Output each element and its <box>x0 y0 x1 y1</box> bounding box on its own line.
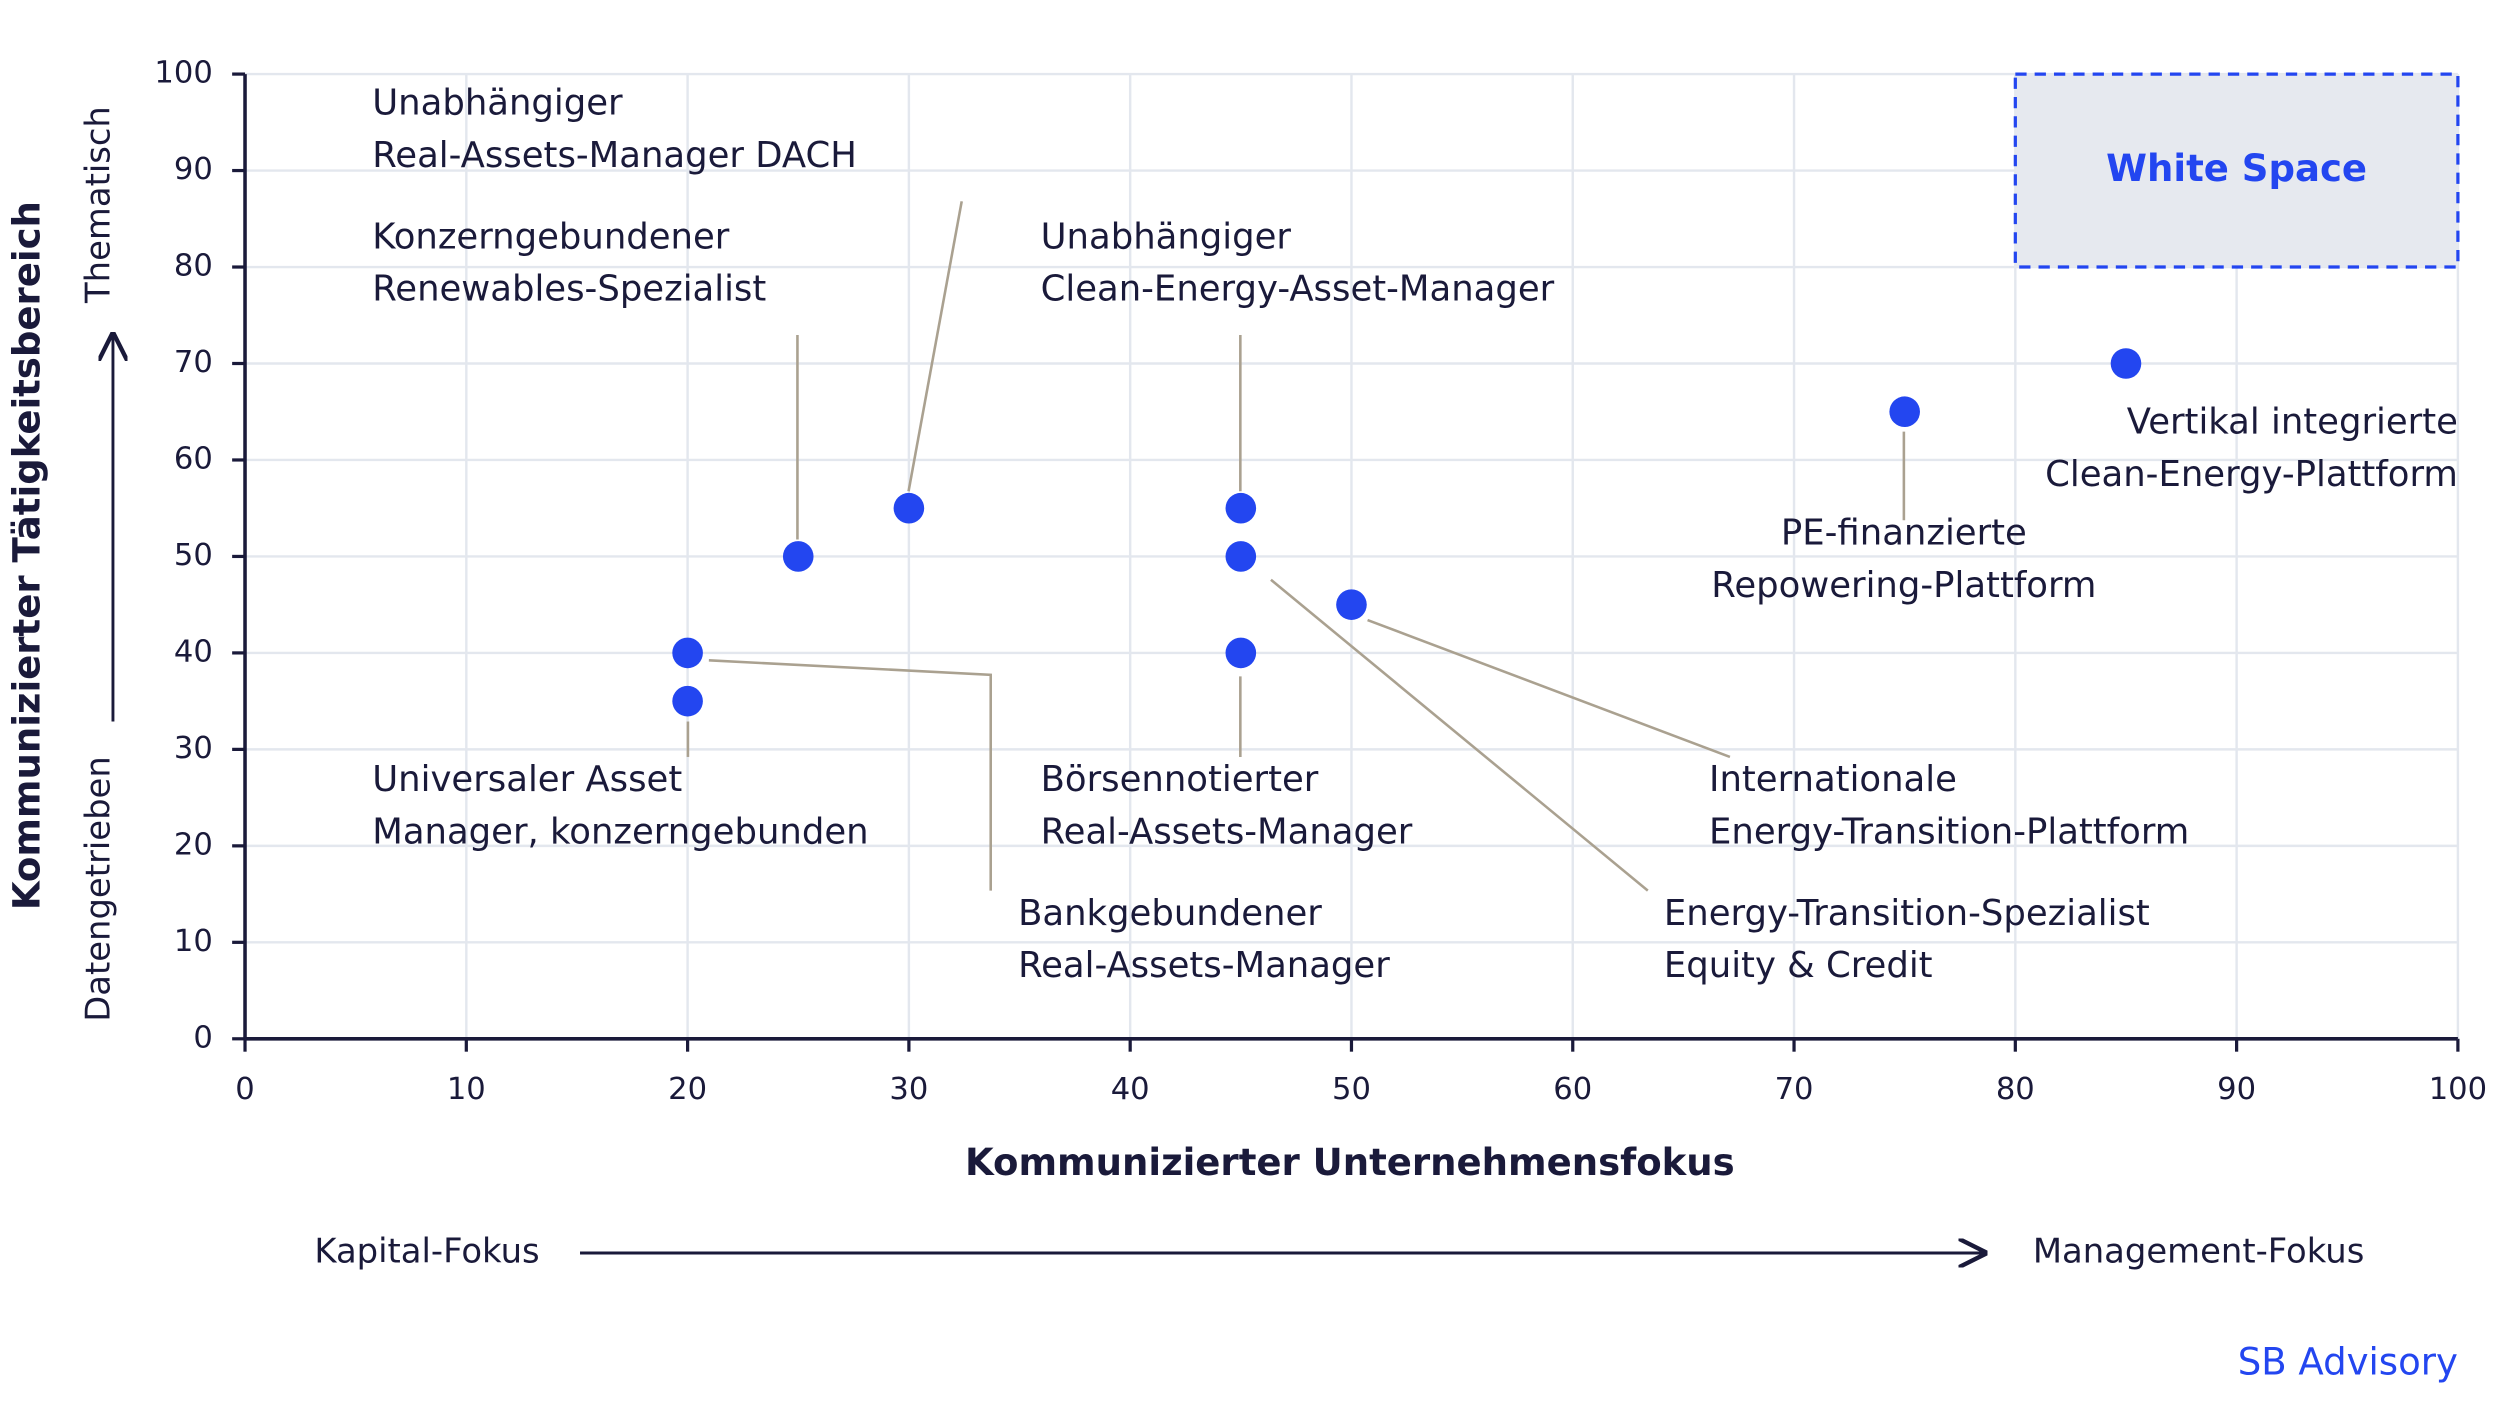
leader-line <box>1367 618 1731 759</box>
x-tick-label: 10 <box>447 1072 486 1107</box>
point <box>672 685 703 717</box>
y-tick-label: 60 <box>174 441 213 476</box>
leader-line <box>907 201 963 492</box>
leader-line <box>708 659 992 891</box>
point-label: Real-Assets-Manager <box>1018 945 1390 986</box>
x-tick-label: 30 <box>889 1072 928 1107</box>
x-tick-label: 70 <box>1775 1072 1814 1107</box>
point <box>1336 589 1367 620</box>
point-label: Repowering-Plattform <box>1711 565 2096 606</box>
point-label: Internationale <box>1709 759 1957 800</box>
y-tick-label: 80 <box>174 249 213 284</box>
x-tick-label: 50 <box>1332 1072 1371 1107</box>
x-tick-label: 0 <box>235 1072 254 1107</box>
x-tick-label: 80 <box>1996 1072 2035 1107</box>
y-tick-label: 100 <box>154 56 212 91</box>
point-label: Unabhängiger <box>372 83 623 124</box>
x-tick-label: 100 <box>2429 1072 2487 1107</box>
point-label: Clean-Energy-Plattform <box>2045 454 2458 495</box>
x-tick-label: 40 <box>1111 1072 1150 1107</box>
source: SB Advisory <box>2238 1341 2458 1384</box>
point <box>1225 541 1257 572</box>
point <box>1225 637 1257 669</box>
point-label: Real-Assets-Manager <box>1041 811 1413 852</box>
y-tick-label: 20 <box>174 827 213 862</box>
white-space-region <box>2013 72 2460 269</box>
region-label: White Space <box>2106 147 2367 190</box>
point-label: Equity & Credit <box>1664 945 1933 986</box>
point-label: PE-finanzierte <box>1781 513 2027 554</box>
y-tick-label: 30 <box>174 731 213 766</box>
point-label: Energy-Transition-Plattform <box>1709 811 2189 852</box>
y-high-label: Thematisch <box>79 106 118 304</box>
x-tick-label: 20 <box>668 1072 707 1107</box>
y-axis-title: Kommunizierter Tätigkeitsbereich <box>6 201 49 910</box>
y-tick-label: 40 <box>174 634 213 669</box>
x-low-label: Kapital-Fokus <box>314 1231 539 1270</box>
point-label: Energy-Transition-Spezialist <box>1664 893 2150 934</box>
x-tick-label: 90 <box>2217 1072 2256 1107</box>
point-label: Bankgebundener <box>1018 893 1322 934</box>
y-tick-label: 0 <box>193 1020 212 1055</box>
x-tick-label: 60 <box>1553 1072 1592 1107</box>
x-axis-title: Kommunizierter Unternehmensfokus <box>965 1141 1735 1184</box>
point <box>1225 492 1257 524</box>
point <box>672 637 703 669</box>
point-label: Universaler Asset <box>372 759 682 800</box>
y-tick-label: 10 <box>174 924 213 959</box>
point <box>2110 348 2142 379</box>
point <box>1889 396 1920 428</box>
point-label: Real-Assets-Manager DACH <box>372 135 857 176</box>
y-low-label: Datengetrieben <box>79 756 118 1022</box>
point-label: Clean-Energy-Asset-Manager <box>1041 269 1555 310</box>
point-label: Manager, konzerngebunden <box>372 811 868 852</box>
y-tick-label: 70 <box>174 345 213 380</box>
point <box>893 492 925 524</box>
point <box>782 541 814 572</box>
y-tick-label: 50 <box>174 538 213 573</box>
point-label: Renewables-Spezialist <box>372 269 766 310</box>
point-label: Unabhängiger <box>1041 216 1292 257</box>
point-label: Vertikal integrierte <box>2127 402 2458 443</box>
point-label: Konzerngebundener <box>372 216 730 257</box>
x-high-label: Management-Fokus <box>2033 1231 2364 1270</box>
leader-line <box>1270 578 1649 892</box>
point-label: Börsennotierter <box>1041 759 1319 800</box>
y-tick-label: 90 <box>174 152 213 187</box>
